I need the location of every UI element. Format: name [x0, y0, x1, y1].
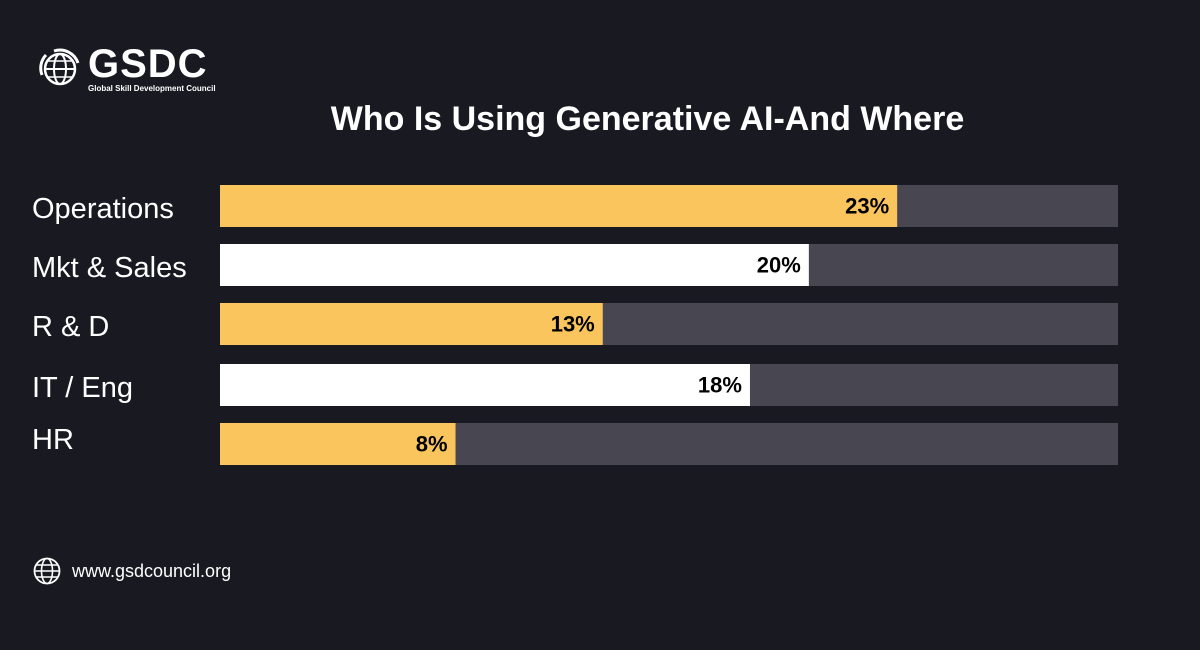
bar — [220, 185, 898, 227]
globe-logo-icon — [39, 48, 80, 86]
bar — [220, 303, 603, 345]
bar-value-label: 23% — [845, 194, 889, 219]
chart-title: Who Is Using Generative AI-And Where — [330, 100, 965, 138]
bar-value-label: 13% — [551, 312, 595, 337]
category-label: R & D — [32, 311, 109, 343]
brand-tagline: Global Skill Development Council — [88, 84, 216, 93]
footer: www.gsdcouncil.org — [32, 556, 231, 586]
brand-logo: GSDC Global Skill Development Council — [36, 44, 216, 94]
bar — [220, 244, 809, 286]
category-label: Operations — [32, 193, 174, 225]
bar-value-label: 8% — [416, 432, 448, 457]
bar-value-label: 20% — [757, 253, 801, 278]
category-label: IT / Eng — [32, 372, 133, 404]
globe-icon — [33, 557, 61, 585]
bar — [220, 423, 456, 465]
bar-value-label: 18% — [698, 373, 742, 398]
bar — [220, 364, 750, 406]
category-label: HR — [32, 424, 74, 456]
category-label: Mkt & Sales — [32, 252, 187, 284]
footer-url[interactable]: www.gsdcouncil.org — [72, 560, 232, 581]
brand-name: GSDC — [88, 42, 208, 86]
